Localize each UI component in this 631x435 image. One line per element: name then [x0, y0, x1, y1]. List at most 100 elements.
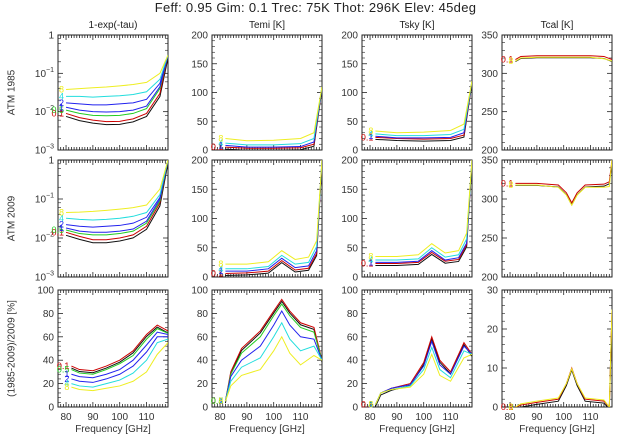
y-tick-label: 10−1	[35, 67, 54, 80]
series-label: 4	[218, 138, 223, 148]
y-tick-label: 350	[481, 156, 498, 167]
series-line	[66, 54, 168, 90]
series-line	[66, 160, 168, 221]
series-line	[224, 303, 322, 402]
series-line	[225, 160, 322, 265]
row-label: (1985-2009)/2009 [%]	[7, 300, 18, 397]
y-tick-label: 40	[43, 356, 55, 367]
series-line	[71, 326, 168, 374]
series-label: 0.1	[52, 227, 65, 237]
series-label: 1	[218, 396, 223, 406]
series-label: 8	[508, 402, 513, 412]
x-tick-label: 90	[87, 412, 99, 423]
series-line	[71, 342, 168, 392]
y-tick-label: 0	[352, 403, 358, 414]
y-tick-label: 100	[191, 286, 208, 297]
y-tick-label: 10	[487, 364, 499, 375]
series-line	[374, 352, 472, 405]
y-tick-label: 1	[48, 31, 54, 42]
y-tick-label: 40	[347, 356, 359, 367]
series-line	[374, 335, 472, 405]
series-line	[375, 160, 472, 258]
series-label: 0.5	[57, 365, 70, 375]
y-tick-label: 10−1	[35, 193, 54, 206]
series-line	[224, 310, 322, 402]
y-tick-label: 0	[202, 146, 208, 157]
x-tick-label: 90	[531, 412, 543, 423]
x-tick-label: 110	[139, 412, 155, 423]
series-label: 8	[59, 208, 64, 218]
y-tick-label: 80	[43, 309, 55, 320]
series-label: 8	[368, 400, 373, 410]
series-label: 8	[218, 134, 223, 144]
series-label: 4	[368, 255, 373, 265]
y-tick-label: 150	[191, 185, 208, 196]
series-line	[375, 161, 472, 267]
y-tick-label: 10−3	[35, 271, 54, 284]
series-label: 8	[508, 56, 513, 66]
series-line	[224, 321, 322, 402]
series-line	[375, 160, 472, 261]
figure-title: Feff: 0.95 Gim: 0.1 Trec: 75K Thot: 296K…	[154, 0, 477, 15]
series-label: 0.1	[211, 396, 224, 406]
y-tick-label: 60	[43, 332, 55, 343]
y-tick-label: 100	[341, 88, 358, 99]
series-label: 0.1	[52, 108, 65, 118]
series-line	[65, 54, 168, 123]
series-line	[375, 80, 472, 139]
x-axis-label: Frequency [GHz]	[519, 424, 595, 435]
y-tick-label: 30	[487, 286, 499, 297]
series-label: 0.1	[501, 402, 514, 412]
series-line	[65, 162, 168, 244]
y-tick-label: 300	[481, 69, 498, 80]
series-line	[225, 86, 322, 146]
series-label: 0.1	[211, 142, 224, 152]
y-tick-label: 0	[202, 403, 208, 414]
series-label: 2	[59, 98, 64, 108]
y-tick-label: 300	[481, 195, 498, 206]
series-line	[66, 54, 168, 98]
series-line	[71, 336, 168, 383]
y-tick-label: 200	[341, 156, 358, 167]
series-line	[65, 160, 168, 228]
series-label: 4	[59, 213, 64, 223]
x-tick-label: 100	[265, 412, 282, 423]
series-label: 0.5	[52, 105, 65, 115]
series-label: 4	[218, 396, 223, 406]
y-tick-label: 200	[481, 146, 498, 157]
series-label: 0.1	[361, 400, 374, 410]
y-tick-label: 100	[191, 214, 208, 225]
row-label: ATM 1985	[7, 69, 18, 115]
series-line	[515, 55, 612, 61]
series-label: 0.1	[57, 361, 70, 371]
y-tick-label: 50	[197, 117, 209, 128]
series-line	[515, 309, 612, 407]
x-axis-label: Frequency [GHz]	[229, 424, 305, 435]
series-label: 1	[368, 257, 373, 267]
column-title: Temi [K]	[249, 20, 285, 31]
series-label: 8	[218, 396, 223, 406]
series-label: 8	[368, 252, 373, 262]
series-line	[65, 160, 168, 233]
series-label: 8	[508, 180, 513, 190]
series-line	[225, 161, 322, 276]
series-label: 0.1	[211, 268, 224, 278]
y-tick-label: 200	[481, 273, 498, 284]
series-label: 4	[368, 129, 373, 139]
series-label: 1	[218, 266, 223, 276]
y-tick-label: 50	[197, 243, 209, 254]
series-label: 0.1	[501, 55, 514, 65]
series-label: 1	[64, 369, 69, 379]
x-tick-label: 100	[111, 412, 128, 423]
series-line	[71, 331, 168, 379]
series-line	[66, 54, 168, 106]
series-line	[225, 86, 322, 142]
series-line	[374, 339, 472, 405]
x-axis-label: Frequency [GHz]	[379, 424, 455, 435]
